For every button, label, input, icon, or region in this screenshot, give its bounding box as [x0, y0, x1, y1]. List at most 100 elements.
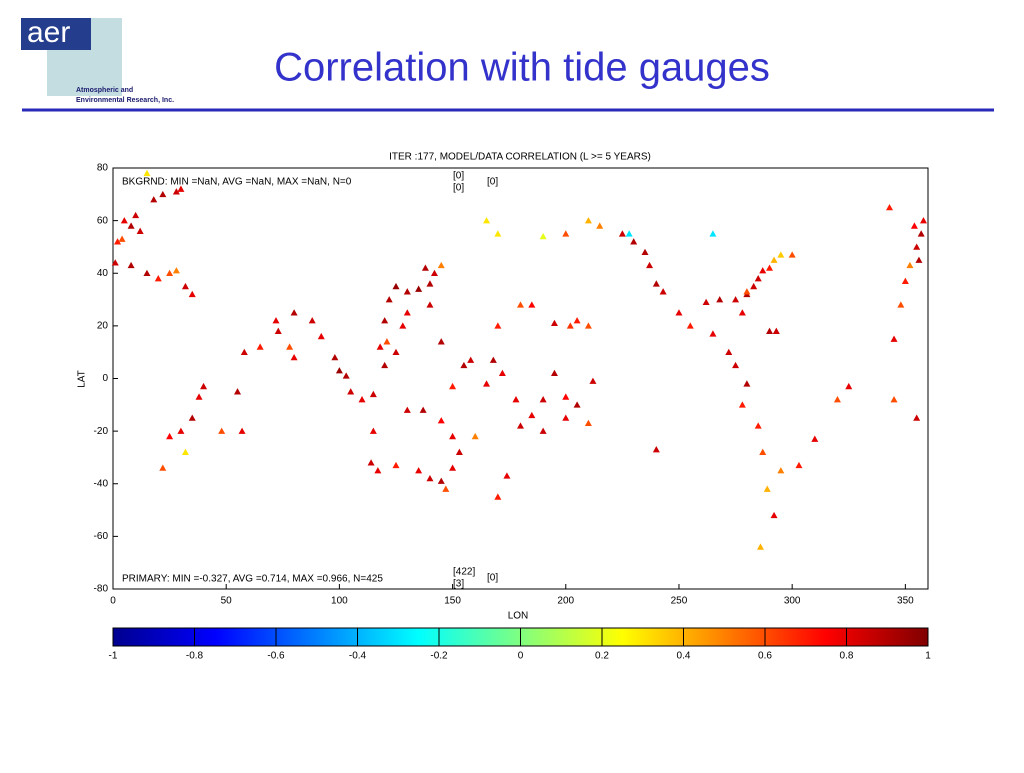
gauge-marker: [489, 356, 497, 363]
gauge-marker: [120, 217, 128, 224]
company-line: Environmental Research, Inc.: [76, 97, 174, 104]
logo: aer Atmospheric and Environmental Resear…: [21, 16, 174, 104]
gauge-marker: [376, 343, 384, 350]
gauge-marker: [381, 361, 389, 369]
gauge-marker: [777, 467, 785, 474]
gauge-marker: [200, 382, 208, 390]
gauge-marker: [483, 380, 491, 387]
gauge-marker: [374, 467, 382, 474]
x-tick-label: 150: [444, 596, 461, 607]
gauge-marker: [331, 353, 339, 361]
gauge-marker: [290, 353, 298, 361]
x-tick-label: 200: [557, 596, 574, 607]
colorbar-tick-label: -0.2: [430, 651, 448, 662]
x-tick-label: 50: [221, 596, 233, 607]
count-label: [0]: [453, 171, 464, 182]
gauge-marker: [172, 188, 180, 195]
gauge-marker: [430, 269, 438, 277]
gauge-marker: [625, 230, 633, 237]
logo-text: aer: [27, 16, 70, 49]
gauge-marker: [195, 393, 203, 400]
gauge-marker: [528, 411, 536, 419]
gauge-marker: [415, 285, 423, 292]
gauge-marker: [274, 327, 282, 334]
gauge-marker: [750, 282, 758, 290]
gauge-marker: [732, 296, 740, 303]
gauge-marker: [777, 251, 785, 258]
gauge-marker: [716, 296, 724, 303]
gauge-marker: [154, 275, 162, 282]
gauge-marker: [743, 380, 751, 387]
colorbar-tick-label: 0.4: [677, 651, 691, 662]
gauge-marker: [342, 372, 350, 379]
chart-title: ITER :177, MODEL/DATA CORRELATION (L >= …: [389, 152, 651, 163]
gauge-marker: [566, 322, 574, 329]
gauge-marker: [166, 432, 174, 440]
gauge-marker: [369, 427, 377, 434]
y-tick-label: 40: [97, 268, 109, 279]
gauge-marker: [890, 335, 898, 342]
gauge-marker: [150, 196, 158, 203]
gauge-marker: [188, 414, 196, 421]
colorbar-tick-label: 0.2: [595, 651, 609, 662]
gauge-marker: [759, 267, 767, 274]
gauge-marker: [455, 448, 463, 455]
plot-frame: [112, 167, 929, 590]
gauge-marker: [381, 317, 389, 324]
gauge-marker: [143, 269, 151, 277]
gauge-marker: [562, 393, 570, 400]
gauge-marker: [272, 317, 280, 324]
gauge-marker: [136, 227, 144, 234]
gauge-marker: [539, 232, 547, 240]
gauge-marker: [573, 317, 581, 324]
gauge-marker: [449, 382, 457, 390]
x-tick-label: 250: [671, 596, 688, 607]
gauge-marker: [403, 406, 411, 413]
gauge-marker: [256, 343, 264, 350]
gauge-marker: [915, 256, 923, 263]
gauge-marker: [421, 264, 429, 271]
y-tick-label: 20: [97, 321, 109, 332]
gauge-marker: [756, 543, 764, 550]
gauge-marker: [646, 261, 654, 269]
x-tick-label: 0: [110, 596, 116, 607]
gauge-marker: [618, 230, 626, 237]
gauge-marker: [512, 396, 520, 403]
gauge-marker: [392, 282, 400, 290]
gauge-marker: [759, 448, 767, 455]
gauge-marker: [845, 382, 853, 390]
gauge-marker: [399, 322, 407, 329]
gauge-marker: [159, 464, 167, 471]
gauge-marker: [437, 417, 445, 424]
y-axis-label: LAT: [77, 370, 88, 388]
x-tick-label: 350: [897, 596, 914, 607]
gauge-marker: [426, 280, 434, 287]
gauge-marker: [890, 396, 898, 403]
logo-box-front: [21, 18, 91, 50]
gauge-marker: [188, 290, 196, 298]
gauge-marker: [385, 296, 393, 303]
colorbar-tick-label: -0.8: [186, 651, 204, 662]
gauge-marker: [702, 298, 710, 305]
gauge-marker: [584, 217, 592, 224]
gauge-marker: [528, 301, 536, 308]
gauge-marker: [383, 338, 391, 345]
gauge-marker: [308, 317, 316, 324]
gauge-marker: [114, 238, 122, 245]
gauge-marker: [886, 203, 894, 211]
gauge-marker: [772, 327, 780, 334]
y-tick-label: 80: [97, 163, 109, 174]
gauge-marker: [471, 432, 479, 440]
gauge-marker: [795, 461, 803, 469]
colorbar-tick-label: 0.8: [840, 651, 854, 662]
gauge-marker: [181, 282, 189, 290]
gauge-marker: [675, 309, 683, 316]
gauge-marker: [367, 459, 375, 466]
y-tick-label: -80: [94, 584, 109, 595]
y-tick-label: -40: [94, 478, 109, 489]
gauge-marker: [589, 377, 597, 384]
gauge-marker: [437, 261, 445, 269]
colorbar-tick-label: -0.6: [267, 651, 285, 662]
